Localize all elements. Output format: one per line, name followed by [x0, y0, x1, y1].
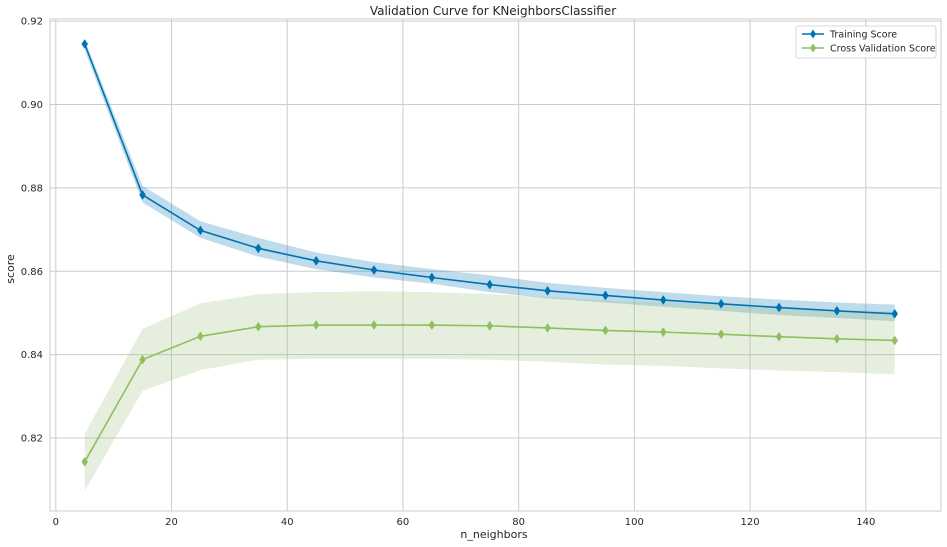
tick-labels: 0 20 40 60 80 100 120 140 0.82 0.84 0.86 0.88 0.90 0.…	[21, 17, 876, 528]
cross-validation-score-point	[428, 320, 436, 330]
y-tick-label: 0.88	[21, 183, 43, 194]
training-score-band	[84, 39, 895, 322]
training-score-point	[428, 272, 436, 283]
cross-validation-score-point	[717, 329, 725, 340]
training-score-point	[659, 295, 667, 305]
cross-validation-score-point	[602, 325, 609, 336]
training-score-point	[486, 279, 494, 290]
cross-validation-score-legend-label: Cross Validation Score	[830, 44, 936, 55]
x-tick-label: 60	[397, 517, 410, 528]
grid	[50, 19, 941, 511]
training-score-point	[891, 308, 899, 319]
cross-validation-score-point	[254, 321, 262, 332]
cross-validation-score-point	[370, 320, 378, 330]
cross-validation-score-point	[544, 323, 551, 333]
training-score-point	[833, 305, 841, 316]
x-tick-label: 120	[741, 517, 760, 528]
legend: Training Score Cross Validation Score	[795, 25, 937, 59]
cross-validation-score-legend-marker	[810, 43, 816, 53]
training-score-legend-marker	[810, 29, 816, 39]
x-tick-label: 100	[625, 517, 644, 528]
training-score-point	[602, 290, 609, 301]
x-tick-label: 80	[512, 517, 525, 528]
training-score-point	[197, 225, 204, 236]
training-score-point	[370, 265, 378, 275]
training-score-point	[81, 39, 89, 49]
y-tick-label: 0.92	[21, 17, 43, 28]
y-tick-label: 0.90	[21, 100, 43, 111]
training-score-point	[254, 243, 262, 254]
legend-box	[795, 25, 937, 59]
cross-validation-score-point	[891, 335, 899, 346]
series-markers	[81, 39, 899, 467]
chart-title: Validation Curve for KNeighborsClassifie…	[370, 4, 616, 18]
plot-area-frame	[49, 18, 942, 512]
cross-validation-score-point	[833, 333, 841, 344]
training-score-point	[139, 190, 146, 200]
cross-validation-score-point	[659, 327, 667, 338]
cross-validation-score-point	[312, 320, 320, 330]
cross-validation-score-point	[139, 354, 146, 365]
cross-validation-score-point	[486, 320, 494, 331]
training-score-point	[544, 285, 551, 296]
training-score-legend-label: Training Score	[829, 30, 897, 41]
x-tick-label: 20	[165, 517, 178, 528]
x-tick-label: 140	[856, 517, 875, 528]
x-axis-label: n_neighbors	[460, 528, 527, 541]
training-score-line	[83, 43, 895, 315]
training-score-point	[717, 298, 725, 309]
cross-validation-score-band	[84, 291, 895, 491]
y-tick-label: 0.84	[21, 350, 43, 361]
cross-validation-score-point	[775, 331, 783, 342]
training-score-point	[775, 302, 783, 313]
confidence-bands	[84, 39, 895, 491]
training-score-point	[312, 255, 320, 266]
y-tick-label: 0.82	[21, 434, 43, 445]
x-tick-label: 40	[281, 517, 294, 528]
y-axis-label: score	[4, 254, 17, 284]
y-tick-label: 0.86	[21, 267, 43, 278]
cross-validation-score-point	[81, 456, 89, 467]
series-lines	[83, 43, 895, 463]
cross-validation-score-point	[197, 331, 204, 342]
x-tick-label: 0	[53, 517, 59, 528]
